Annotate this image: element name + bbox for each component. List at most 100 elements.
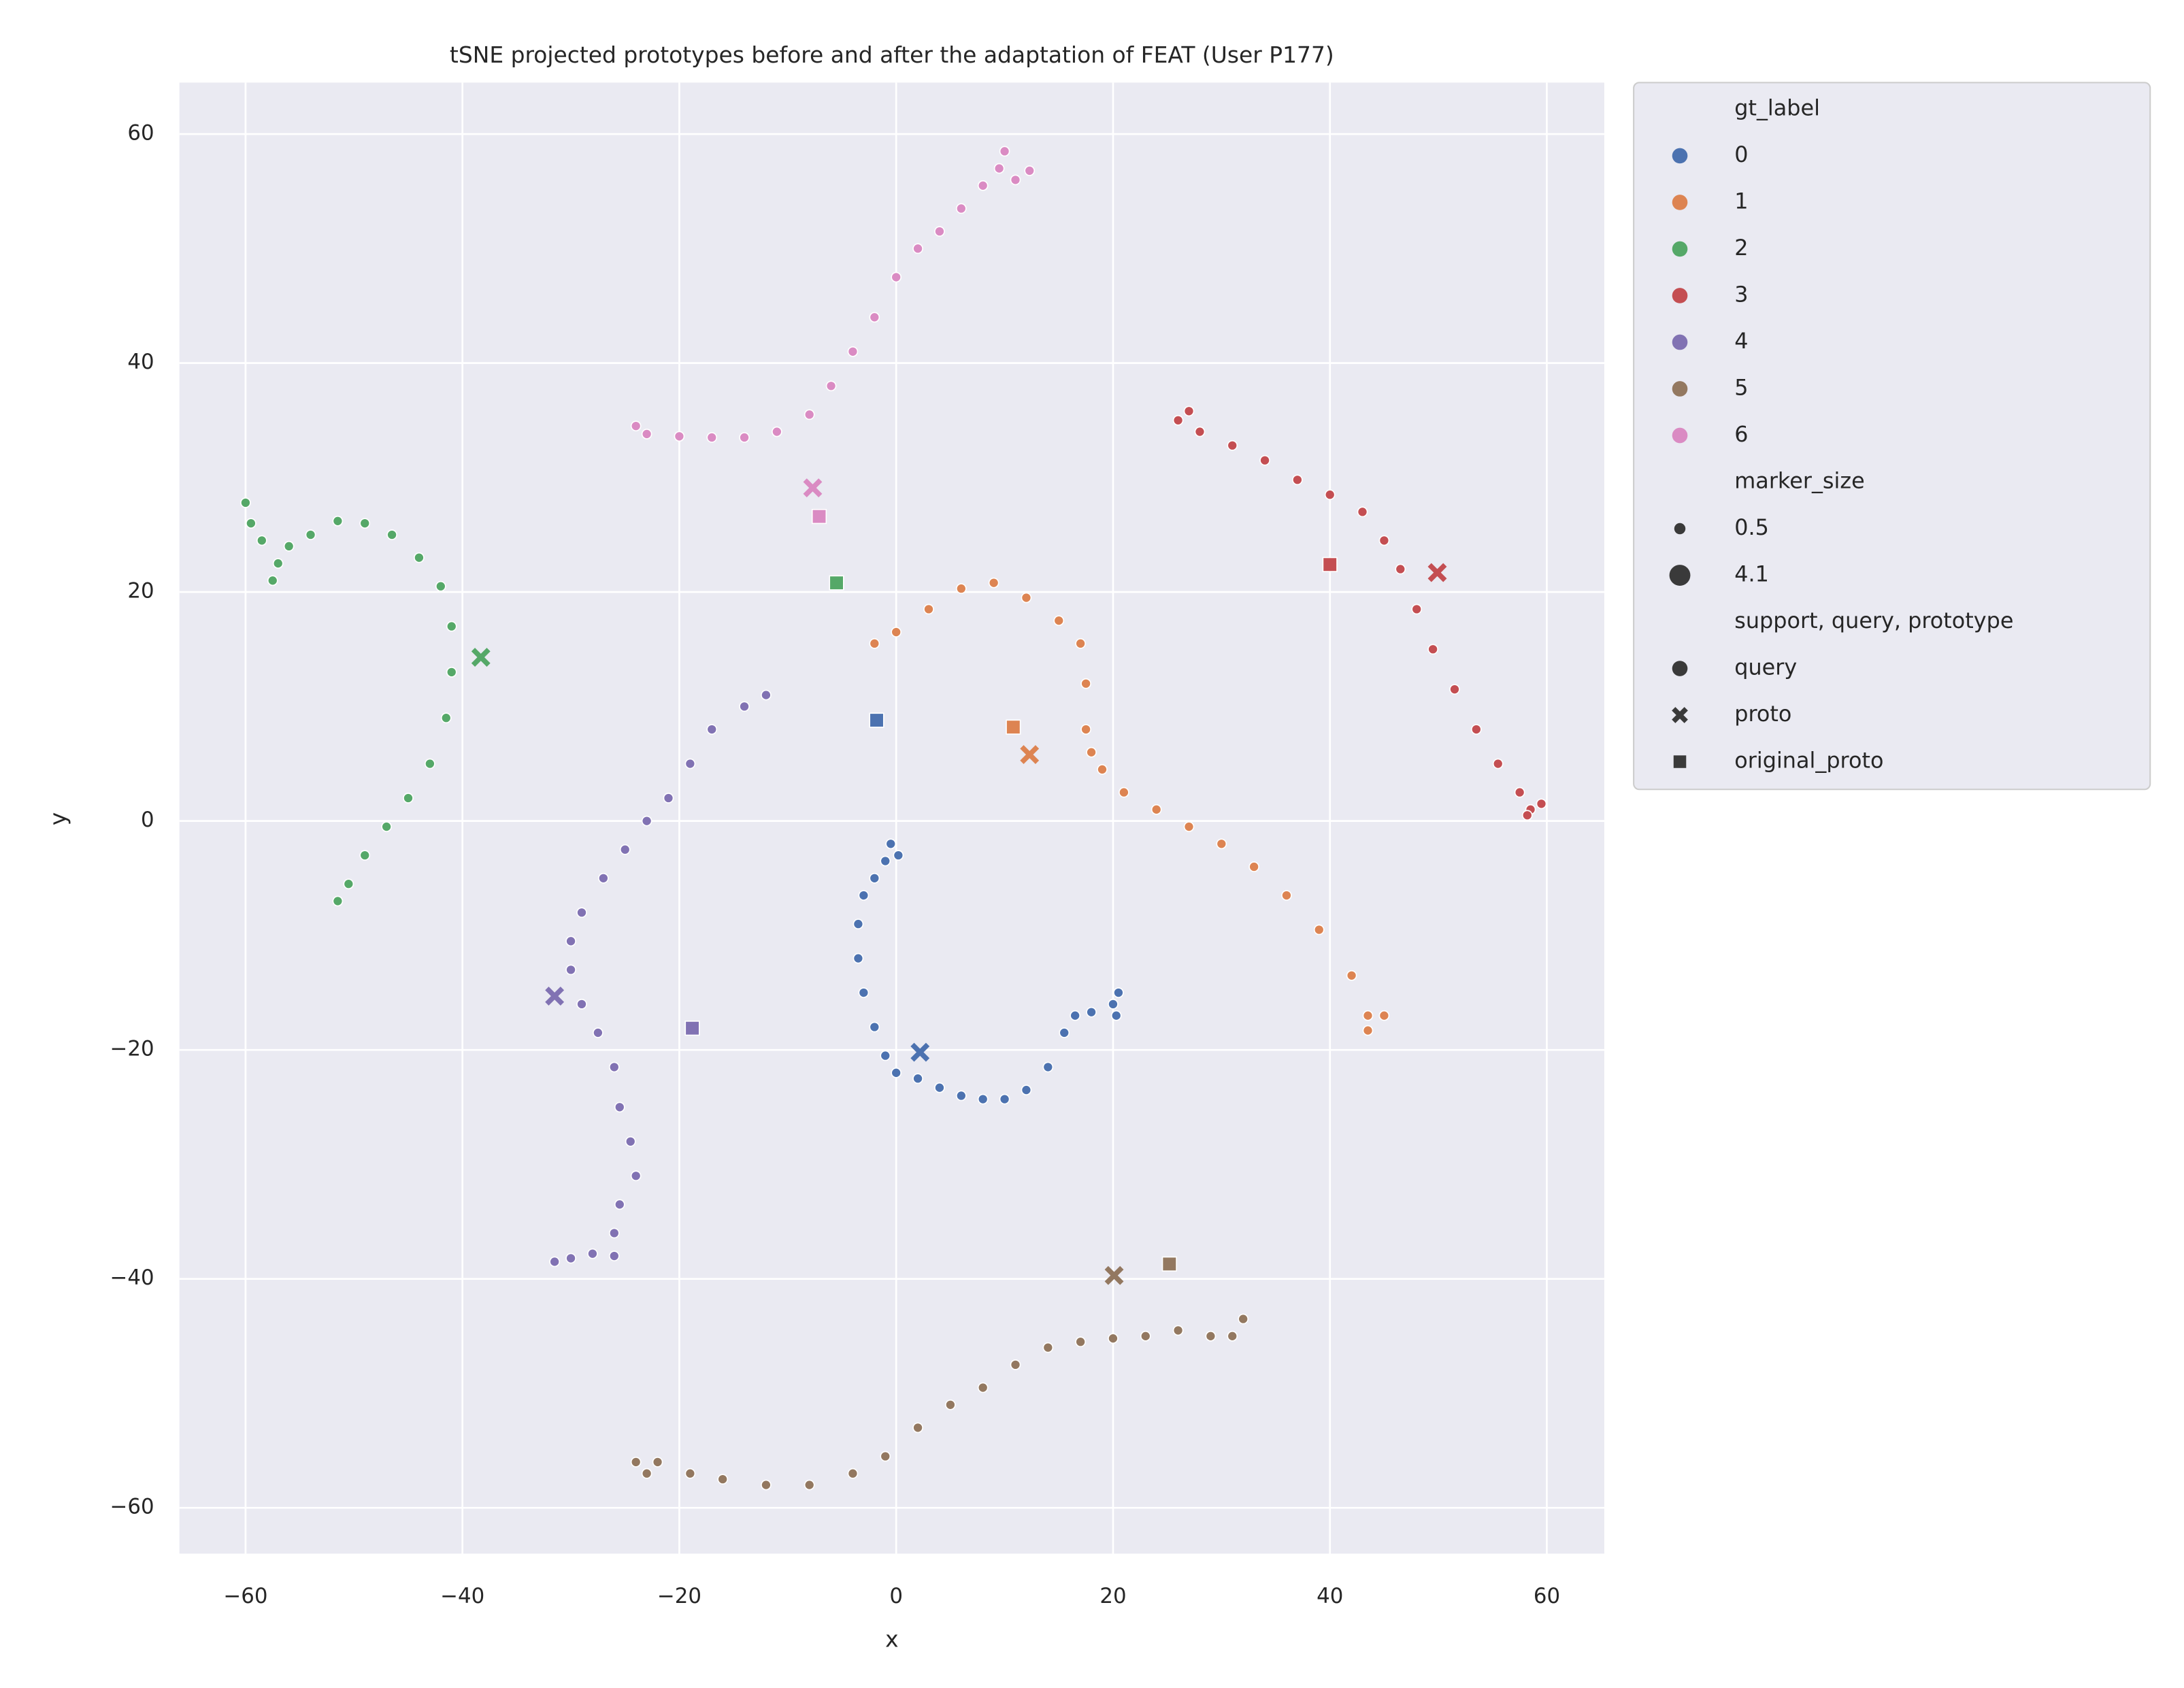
query-point (934, 226, 945, 237)
legend-box (1633, 82, 2151, 791)
query-point (1205, 1330, 1217, 1342)
query-point (853, 919, 864, 929)
y-tick-label: 40 (127, 350, 154, 374)
legend-label: query (1734, 655, 1797, 680)
query-point (1216, 838, 1227, 850)
query-point (847, 1468, 859, 1479)
query-point (1449, 684, 1460, 695)
x-tick-label: −60 (223, 1584, 267, 1608)
query-point (1521, 810, 1533, 821)
query-point (1362, 1025, 1374, 1036)
query-point (403, 793, 414, 804)
query-point (761, 689, 772, 701)
query-point (1024, 165, 1036, 176)
query-point (825, 380, 837, 392)
query-point (272, 558, 284, 569)
query-point (1378, 535, 1390, 546)
y-tick-label: 0 (141, 808, 154, 832)
plot-area (179, 82, 1604, 1554)
query-point (1172, 1325, 1184, 1336)
query-point (858, 987, 870, 998)
query-point (1042, 1342, 1054, 1353)
query-point (246, 518, 257, 529)
legend-marker (1672, 288, 1688, 303)
query-point (880, 855, 891, 867)
query-point (614, 1199, 625, 1210)
query-point (652, 1457, 663, 1468)
query-point (1110, 1010, 1122, 1021)
query-point (1324, 489, 1336, 500)
proto-marker (1104, 1265, 1124, 1285)
query-point (1108, 999, 1119, 1010)
query-point (641, 1468, 652, 1479)
query-point (706, 724, 718, 735)
legend-marker (1672, 427, 1688, 444)
query-point (1010, 1359, 1021, 1370)
query-point (885, 838, 897, 850)
query-point (1151, 804, 1162, 815)
query-point (608, 1251, 620, 1261)
proto-marker (803, 478, 823, 497)
query-point (804, 409, 815, 420)
query-point (739, 432, 750, 443)
legend-label: 2 (1734, 235, 1748, 261)
proto-marker (545, 987, 565, 1006)
query-point (1248, 861, 1259, 872)
legend-marker (1672, 661, 1688, 676)
legend-marker (1672, 334, 1688, 350)
query-point (240, 497, 251, 508)
legend-label: 4 (1734, 328, 1748, 354)
query-point (1021, 1085, 1032, 1095)
query-point (956, 203, 967, 214)
query-point (1378, 1010, 1390, 1021)
query-point (641, 815, 652, 827)
query-point (332, 895, 344, 907)
x-tick-label: 60 (1534, 1584, 1560, 1608)
legend-marker (1672, 148, 1688, 164)
query-point (1053, 615, 1065, 627)
query-point (386, 529, 397, 540)
y-tick-label: 20 (127, 579, 154, 603)
query-point (977, 1093, 989, 1105)
query-point (1080, 724, 1091, 735)
query-point (1070, 1010, 1080, 1021)
legend-marker (1672, 241, 1688, 257)
proto-marker (1020, 745, 1040, 764)
query-point (1183, 821, 1195, 832)
query-point (1172, 414, 1184, 426)
query-point (267, 575, 278, 586)
proto-marker (910, 1042, 930, 1062)
query-point (1108, 1333, 1119, 1344)
query-point (446, 667, 457, 678)
query-point (565, 936, 576, 947)
query-point (1021, 592, 1032, 603)
query-point (1259, 454, 1270, 466)
query-point (663, 793, 674, 804)
x-tick-label: −20 (657, 1584, 701, 1608)
query-point (977, 1382, 989, 1393)
query-point (893, 850, 904, 861)
query-point (1075, 1336, 1086, 1348)
legend-label: 4.1 (1734, 561, 1769, 587)
original-proto-marker (829, 575, 844, 591)
query-point (869, 312, 880, 323)
query-point (1281, 890, 1292, 901)
query-point (1227, 1330, 1238, 1342)
query-point (1080, 678, 1091, 689)
original-proto-marker (684, 1021, 700, 1036)
query-point (1471, 724, 1482, 735)
query-point (853, 953, 864, 964)
query-point (1097, 764, 1108, 775)
query-point (1119, 787, 1129, 798)
query-point (576, 907, 587, 919)
query-point (880, 1451, 891, 1462)
query-point (425, 758, 435, 769)
legend-label: 1 (1734, 188, 1748, 214)
query-point (1238, 1313, 1249, 1325)
legend-marker (1672, 381, 1688, 397)
query-point (923, 603, 934, 615)
query-point (414, 552, 425, 563)
query-point (1194, 426, 1206, 437)
query-point (1514, 787, 1525, 798)
query-point (1075, 638, 1086, 649)
